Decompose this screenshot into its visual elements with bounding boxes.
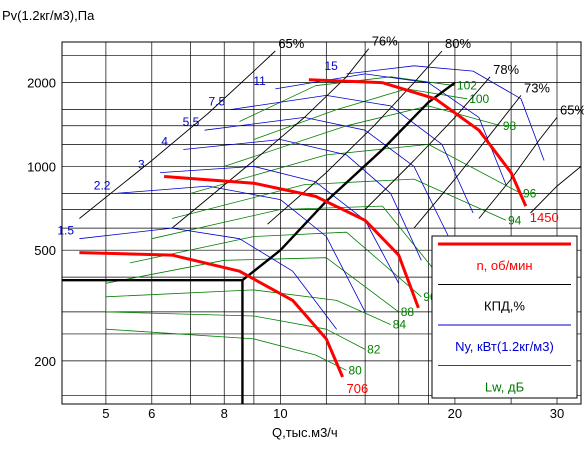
noise-curve: [129, 231, 422, 298]
noise-curve-label: 94: [508, 213, 522, 227]
axis-labels: Pv(1.2кг/м3),Па Q,тыс.м3/ч: [2, 8, 338, 440]
efficiency-curve-label: 76%: [372, 34, 398, 49]
efficiency-curve: [79, 50, 276, 219]
speed-curve: [163, 175, 420, 309]
efficiency-curve-label: 65%: [278, 36, 304, 51]
noise-curve-label: 100: [469, 92, 489, 106]
efficiency-curve: [478, 117, 558, 219]
efficiency-curve-label: 73%: [524, 80, 550, 95]
noise-curve: [105, 328, 347, 371]
efficiency-curve: [364, 76, 491, 210]
y-tick-label: 200: [34, 354, 56, 369]
y-tick-label: 1000: [27, 159, 56, 174]
power-curve: [346, 65, 545, 161]
power-curve: [204, 117, 449, 237]
power-curve: [230, 95, 474, 214]
legend-label: КПД,%: [484, 299, 525, 314]
noise-curve-label: 82: [367, 342, 381, 356]
noise-curve: [105, 289, 391, 325]
speed-curve-label: 706: [347, 381, 369, 396]
noise-curve-label: 102: [457, 79, 477, 93]
power-curve-label: 7.5: [208, 95, 225, 109]
x-axis-label: Q,тыс.м3/ч: [272, 425, 338, 440]
power-curve: [183, 139, 422, 261]
power-curve-label: 3: [138, 158, 145, 172]
x-tick-label: 20: [448, 406, 462, 421]
tick-labels: 5 6 8 10 20 30 200 500 1000 2000: [27, 76, 564, 421]
speed-curve: [308, 78, 528, 207]
legend: n, об/мин КПД,% Nу, кВт(1.2кг/м3) Lw, дБ: [431, 235, 578, 399]
noise-curve-label: 88: [401, 305, 415, 319]
noise-curve: [190, 144, 522, 194]
power-curve-label: 1.5: [57, 224, 74, 238]
noise-curve-label: 80: [348, 363, 362, 377]
legend-label: Nу, кВт(1.2кг/м3): [455, 339, 554, 354]
efficiency-curve: [267, 50, 443, 225]
efficiency-curve-label: 65%: [560, 102, 584, 117]
power-curve: [115, 185, 366, 313]
noise-curve: [151, 205, 436, 272]
x-tick-label: 30: [550, 406, 564, 421]
power-curve-label: 5.5: [183, 115, 200, 129]
legend-label: n, об/мин: [476, 258, 532, 273]
noise-curve: [253, 88, 468, 140]
efficiency-curve: [171, 48, 370, 229]
power-curve-label: 2.2: [94, 178, 111, 192]
power-curve: [79, 227, 337, 330]
efficiency-curve-label: 80%: [445, 36, 471, 51]
x-tick-label: 10: [273, 406, 287, 421]
noise-curve-label: 98: [503, 119, 517, 133]
x-tick-label: 6: [148, 406, 155, 421]
efficiency-curve: [413, 95, 522, 229]
grid: [62, 42, 581, 404]
noise-curve: [105, 257, 399, 313]
noise-curve-label: 96: [523, 186, 537, 200]
power-curve-label: 4: [161, 135, 168, 149]
legend-label: Lw, дБ: [485, 380, 524, 395]
curves: 1021009896949290888482801.52.2345.57.511…: [57, 34, 584, 404]
y-axis-label: Pv(1.2кг/м3),Па: [2, 8, 95, 23]
noise-curve-label: 84: [393, 318, 407, 332]
x-tick-label: 8: [221, 406, 228, 421]
noise-curve: [105, 311, 366, 350]
y-tick-label: 500: [34, 243, 56, 258]
noise-curve: [171, 178, 507, 221]
x-tick-label: 5: [102, 406, 109, 421]
power-curve-label: 11: [253, 74, 266, 88]
power-curve-label: 15: [324, 59, 338, 73]
efficiency-curve: [530, 166, 582, 214]
y-tick-label: 2000: [27, 76, 56, 91]
speed-curve-label: 1450: [530, 210, 559, 225]
efficiency-curve-label: 78%: [493, 62, 519, 77]
noise-curve: [224, 105, 501, 167]
speed-curve: [79, 251, 344, 378]
